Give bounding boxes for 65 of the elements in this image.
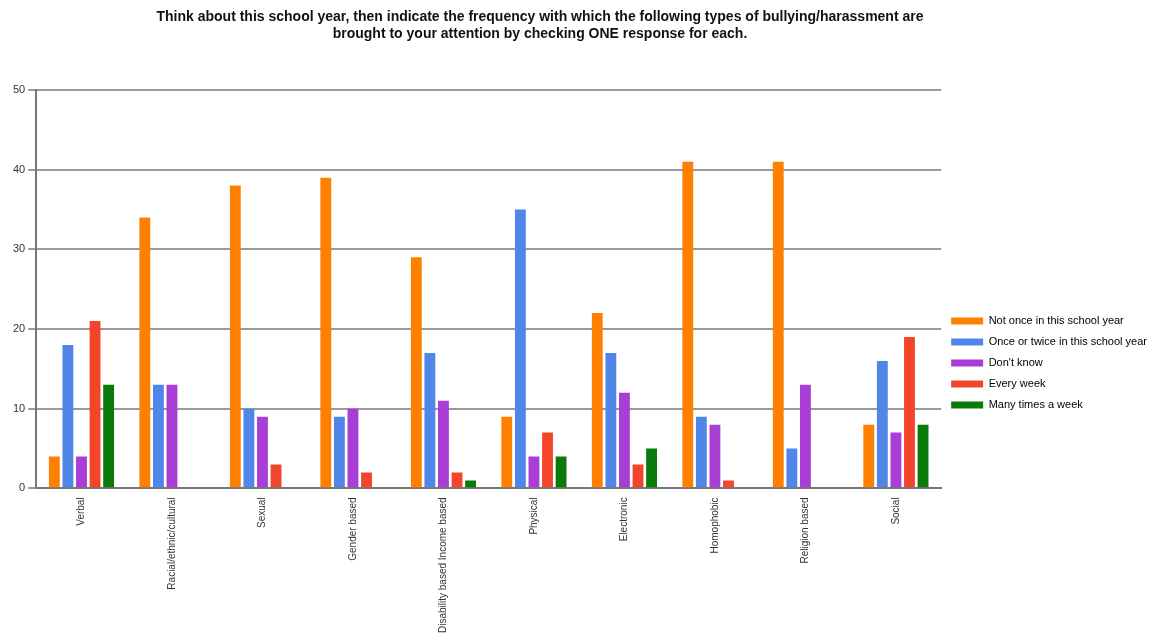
bar — [876, 360, 888, 488]
bar — [465, 480, 477, 488]
bar — [139, 217, 151, 488]
bar — [361, 472, 372, 488]
y-tick-label: 10 — [12, 401, 26, 414]
x-tick-label: Physical — [527, 497, 539, 535]
bar — [48, 456, 60, 488]
bar — [890, 432, 902, 488]
bar — [632, 464, 644, 488]
bar — [772, 161, 784, 488]
bar — [799, 384, 811, 488]
bar — [333, 416, 345, 488]
bar — [438, 400, 449, 488]
bar — [410, 257, 422, 488]
bar — [103, 384, 115, 488]
bar — [619, 392, 630, 488]
bar — [555, 456, 567, 488]
bar — [501, 416, 513, 488]
bar — [152, 384, 164, 488]
y-tick-label: 50 — [12, 83, 26, 96]
x-tick-label: Religion based — [799, 497, 811, 564]
bar — [166, 384, 178, 488]
bar — [270, 464, 282, 488]
y-tick-label: 40 — [12, 162, 26, 175]
x-tick-label: Disability based Income based — [437, 497, 449, 634]
x-tick-label: Verbal — [75, 497, 87, 526]
bar — [646, 448, 658, 488]
bar — [709, 424, 721, 488]
bar — [682, 161, 694, 488]
legend-label: Not once in this school year — [988, 314, 1125, 327]
bar — [904, 336, 915, 488]
bar — [76, 456, 87, 488]
bar — [229, 185, 241, 488]
bar — [89, 321, 101, 488]
bar — [786, 448, 798, 488]
bar — [723, 480, 734, 488]
bar — [243, 408, 255, 488]
bar — [347, 408, 359, 488]
legend-label: Once or twice in this school year — [988, 335, 1148, 348]
x-tick-label: Sexual — [256, 497, 268, 528]
x-tick-label: Racial/ethnic/cultural — [165, 497, 177, 590]
y-tick-label: 30 — [12, 242, 26, 255]
bar — [542, 432, 553, 488]
x-tick-label: Homophobic — [708, 497, 720, 554]
bar — [320, 177, 332, 488]
bar — [62, 344, 74, 488]
y-tick-label: 20 — [12, 322, 26, 335]
bar — [257, 416, 268, 488]
bar — [863, 424, 875, 488]
bar — [451, 472, 463, 488]
bar — [514, 209, 526, 488]
x-tick-label: Electronic — [618, 497, 630, 542]
bar — [605, 352, 617, 488]
bar — [695, 416, 707, 488]
chart-title: Think about this school year, then indicate the frequency with which the following types of bullying/harassment are brought to your attention by checking ONE response for each. — [155, 8, 925, 42]
y-tick-label: 0 — [19, 481, 26, 494]
legend-label: Many times a week — [988, 398, 1084, 411]
bar — [917, 424, 929, 488]
x-tick-label: Gender based — [346, 497, 358, 561]
bar — [591, 313, 603, 488]
x-tick-label: Social — [889, 497, 901, 525]
bar — [528, 456, 540, 488]
legend-label: Every week — [988, 377, 1047, 390]
legend-label: Don't know — [988, 356, 1043, 369]
bar — [424, 352, 436, 488]
